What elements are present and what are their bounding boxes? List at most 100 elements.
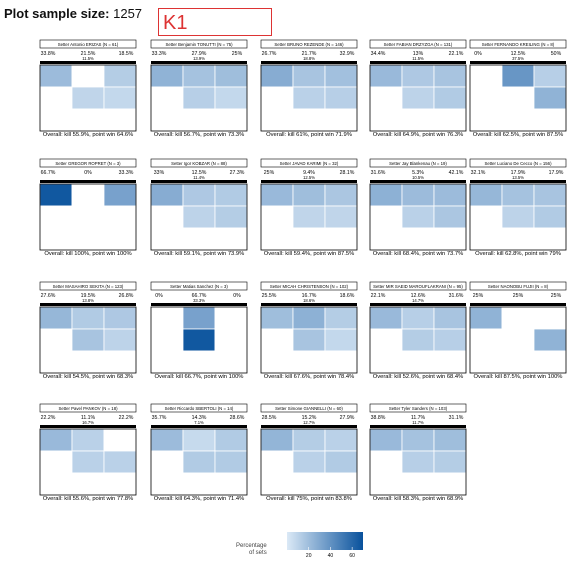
panel-title: Setter Luciano De Cecco (N = 156)	[485, 161, 553, 166]
heatmap-cell	[182, 328, 216, 352]
heatmap-cell	[369, 64, 403, 88]
heatmap-cell	[401, 472, 435, 496]
zone-percent-label: 25%	[232, 51, 243, 57]
zone-percent-label: 0%	[155, 293, 163, 299]
panel-title: Setter Simone GIANNELLI (N = 60)	[275, 406, 343, 411]
zone-percent-label: 18.5%	[119, 51, 134, 57]
panel-title: Setter FABIAN DRZYZGA (N = 131)	[384, 42, 453, 47]
panel-footer: Overall: kill 75%, point win 83.8%	[266, 496, 352, 502]
heatmap-cell	[39, 306, 73, 330]
heatmap-cell	[103, 86, 137, 110]
heatmap-cell	[260, 306, 294, 330]
heatmap-cell	[401, 86, 435, 110]
heatmap-cell	[182, 428, 216, 452]
heatmap-cell	[369, 428, 403, 452]
legend-title-line-2: of sets	[249, 550, 267, 556]
zone-percent-label: 21.7%	[302, 51, 317, 57]
panel-footer: Overall: kill 55.6%, point win 77.8%	[43, 496, 134, 502]
heatmap-cell	[324, 227, 358, 251]
setter-panel: Setter MIR SAEID MAROUFLAKRANI (N = 95) 2…	[369, 281, 467, 380]
heatmap-cell	[433, 428, 467, 452]
heatmap-cell	[71, 86, 105, 110]
heatmap-cell	[369, 472, 403, 496]
zone-percent-label: 9.4%	[303, 170, 315, 176]
net-bar	[470, 180, 566, 183]
zone-percent-label: 12.5%	[511, 51, 526, 57]
net-bar	[261, 61, 357, 64]
panel-footer: Overall: kill 64.9%, point win 76.3%	[373, 132, 464, 138]
panel-title-box	[150, 158, 248, 168]
panel-title-box	[369, 39, 467, 49]
panel-title: Setter Antonio ERIZAS (N = 61)	[58, 42, 119, 47]
heatmap-cell	[292, 328, 326, 352]
zone-percent-label: 33.3%	[152, 51, 167, 57]
panel-title-box	[260, 281, 358, 291]
zone-percent-label: 31.6%	[449, 293, 464, 299]
heatmap-cell	[533, 86, 567, 110]
heatmap-cell	[260, 328, 294, 352]
court-outline	[39, 428, 137, 496]
net-bar	[370, 425, 466, 428]
zone-percent-label: 14.3%	[192, 415, 207, 421]
heatmap-cell	[433, 306, 467, 330]
zone-percent-label: 28.1%	[340, 170, 355, 176]
zone-percent-label: 12.5%	[192, 170, 207, 176]
heatmap-cell	[71, 350, 105, 374]
panel-title: Setter GREGOR ROPRET (N = 3)	[55, 161, 121, 166]
heatmap-cell	[39, 205, 73, 229]
zone-percent-label: 42.1%	[449, 170, 464, 176]
panel-footer: Overall: kill 62.5%, point win 87.5%	[473, 132, 564, 138]
heatmap-cell	[39, 108, 73, 132]
panel-title: Setter Matias Sanchez (N = 3)	[170, 284, 228, 289]
zone-percent-label: 66.7%	[192, 293, 207, 299]
sample-size-value: 1257	[113, 6, 143, 21]
heatmap-cell	[433, 64, 467, 88]
heatmap-cell	[182, 306, 216, 330]
net-bar	[470, 61, 566, 64]
sample-size-caption: Plot sample size:	[4, 6, 110, 21]
heatmap-cell	[433, 205, 467, 229]
heatmap-cell	[369, 205, 403, 229]
heatmap-cell	[433, 227, 467, 251]
panel-footer: Overall: kill 67.6%, point win 78.4%	[264, 374, 355, 380]
heatmap-cell	[150, 108, 184, 132]
net-bar	[261, 425, 357, 428]
heatmap-cell	[433, 108, 467, 132]
zone-percent-label: 25%	[513, 293, 524, 299]
setter-panel: Setter FERNANDO KREILING (N = 8)0% 12.5% 5…	[469, 39, 567, 138]
heatmap-cell	[214, 86, 248, 110]
heatmap-cell	[150, 428, 184, 452]
net-bar	[151, 425, 247, 428]
heatmap-cell	[182, 64, 216, 88]
heatmap-cell	[292, 86, 326, 110]
panel-footer: Overall: kill 55.9%, point win 64.6%	[43, 132, 134, 138]
middle-percent-label: 11.5%	[82, 56, 94, 61]
zone-percent-label: 28.6%	[230, 415, 245, 421]
panel-title-box	[150, 281, 248, 291]
heatmap-cell	[214, 428, 248, 452]
setter-panel: Setter MASAHIRO SEKITA (N = 123) 27.6% 19.…	[39, 281, 137, 380]
heatmap-cell	[292, 108, 326, 132]
panel-title-box	[469, 158, 567, 168]
panel-footer: Overall: kill 58.3%, point win 68.9%	[373, 496, 464, 502]
heatmap-cell	[469, 350, 503, 374]
heatmap-cell	[369, 108, 403, 132]
heatmap-cell	[324, 86, 358, 110]
zone-percent-label: 12.6%	[411, 293, 426, 299]
panel-title-box	[369, 158, 467, 168]
heatmap-cell	[214, 306, 248, 330]
heatmap-cell	[260, 205, 294, 229]
middle-percent-label: 13.8%	[82, 298, 94, 303]
zone-percent-label: 17.9%	[511, 170, 526, 176]
heatmap-cell	[39, 450, 73, 474]
heatmap-cell	[182, 472, 216, 496]
heatmap-cell	[369, 306, 403, 330]
heatmap-cell	[501, 350, 535, 374]
panel-title-box	[369, 403, 467, 413]
middle-percent-label: 14.7%	[412, 298, 424, 303]
net-bar	[40, 180, 136, 183]
zone-percent-label: 16.7%	[302, 293, 317, 299]
heatmap-cell	[469, 108, 503, 132]
heatmap-cell	[103, 350, 137, 374]
heatmap-cell	[324, 108, 358, 132]
